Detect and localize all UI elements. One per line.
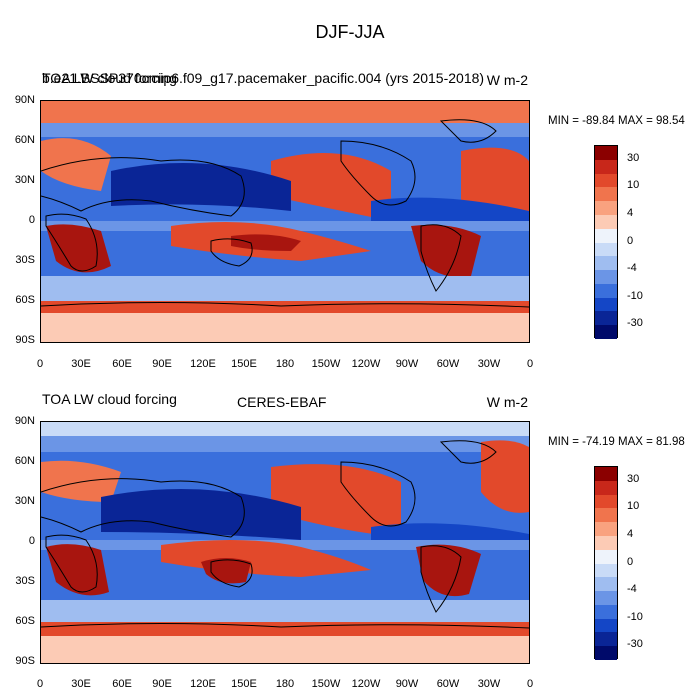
panel-top-left-title: TOA LW cloud forcing	[42, 70, 177, 86]
colorbar-segment	[595, 549, 617, 564]
panel-bottom-colorbar	[594, 466, 618, 661]
colorbar-label: -10	[627, 610, 643, 623]
lon-label-150e-b: 150E	[231, 678, 257, 690]
colorbar-segment	[595, 159, 617, 175]
colorbar-segment	[595, 632, 617, 647]
colorbar-segment	[595, 311, 617, 326]
lat-label-0: 0	[28, 214, 35, 226]
colorbar-segment	[595, 508, 617, 523]
colorbar-segment	[595, 591, 617, 606]
lat-label-30n: 30N	[14, 174, 35, 186]
colorbar-label: 0	[627, 234, 634, 247]
colorbar-label: -30	[627, 317, 643, 330]
lon-label-120w: 120W	[351, 358, 381, 370]
colorbar-segment	[595, 297, 617, 312]
colorbar-segment	[595, 187, 617, 202]
lon-label-120e: 120E	[190, 358, 216, 370]
lon-label-0-end: 0	[526, 358, 534, 370]
panel-bottom-center-title: CERES-EBAF	[237, 394, 327, 410]
lat-label-0-b: 0	[28, 535, 35, 547]
colorbar-segment	[595, 494, 617, 509]
panel-bottom-map	[40, 421, 530, 664]
lon-label-0: 0	[36, 358, 44, 370]
lat-label-60n: 60N	[14, 134, 35, 146]
page-title: DJF-JJA	[315, 22, 385, 42]
colorbar-segment	[595, 283, 617, 299]
colorbar-segment	[595, 214, 617, 230]
lat-label-90s-b: 90S	[15, 655, 35, 667]
lat-label-90n: 90N	[14, 94, 35, 106]
lat-label-90n-b: 90N	[14, 415, 35, 427]
panel-bottom-units: W m-2	[486, 394, 528, 410]
lat-label-60n-b: 60N	[14, 455, 35, 467]
panel-bottom-left-title: TOA LW cloud forcing	[42, 391, 177, 407]
colorbar-label: 30	[627, 472, 640, 485]
colorbar-label: -30	[627, 638, 643, 651]
colorbar-label: -10	[627, 289, 643, 302]
lat-label-30s-b: 30S	[15, 575, 35, 587]
colorbar-segment	[595, 242, 617, 257]
lon-label-90e-b: 90E	[152, 678, 172, 690]
colorbar-label: 4	[627, 527, 634, 540]
lat-label-60s: 60S	[15, 294, 35, 306]
panel-bottom-map-svg	[41, 422, 529, 663]
panel-top-colorbar	[594, 145, 618, 340]
lon-label-30e-b: 30E	[71, 678, 91, 690]
colorbar-segment	[595, 228, 617, 243]
colorbar-segment	[595, 270, 617, 285]
colorbar-segment	[595, 604, 617, 620]
lon-label-150w-b: 150W	[311, 678, 341, 690]
colorbar-segment	[595, 146, 617, 161]
colorbar-label: -4	[627, 583, 637, 596]
colorbar-label: 30	[627, 151, 640, 164]
lon-label-30e: 30E	[71, 358, 91, 370]
lon-label-120w-b: 120W	[351, 678, 381, 690]
lat-label-90s: 90S	[15, 334, 35, 346]
panel-top-case-title: b.e21.BSSP370cmip6.f09_g17.pacemaker_pac…	[42, 70, 485, 86]
colorbar-segment	[595, 201, 617, 216]
colorbar-segment	[595, 467, 617, 482]
colorbar-segment	[595, 173, 617, 188]
panel-top-units: W m-2	[486, 72, 528, 88]
lon-label-150e: 150E	[231, 358, 257, 370]
colorbar-label: 10	[627, 500, 640, 513]
colorbar-segment	[595, 646, 617, 661]
lon-label-60e-b: 60E	[112, 678, 132, 690]
colorbar-label: 4	[627, 206, 634, 219]
lon-label-120e-b: 120E	[190, 678, 216, 690]
lon-label-90w: 90W	[395, 358, 419, 370]
panel-top-map-svg	[41, 101, 529, 342]
lon-label-180: 180	[275, 358, 295, 370]
colorbar-segment	[595, 522, 617, 537]
colorbar-label: -4	[627, 262, 637, 275]
panel-bottom-minmax: MIN = -74.19 MAX = 81.98	[548, 436, 685, 448]
colorbar-segment	[595, 256, 617, 271]
lon-label-60e: 60E	[112, 358, 132, 370]
lat-label-30n-b: 30N	[14, 495, 35, 507]
colorbar-label: 10	[627, 179, 640, 192]
colorbar-segment	[595, 480, 617, 496]
lon-label-0-b: 0	[36, 678, 44, 690]
lon-label-180-b: 180	[275, 678, 295, 690]
lon-label-30w-b: 30W	[477, 678, 501, 690]
colorbar-label: 0	[627, 555, 634, 568]
colorbar-segment	[595, 563, 617, 578]
lon-label-90w-b: 90W	[395, 678, 419, 690]
lat-label-30s: 30S	[15, 254, 35, 266]
lon-label-60w: 60W	[436, 358, 460, 370]
lon-label-30w: 30W	[477, 358, 501, 370]
lat-label-60s-b: 60S	[15, 615, 35, 627]
lon-label-0-end-b: 0	[526, 678, 534, 690]
panel-top-map	[40, 100, 530, 343]
colorbar-segment	[595, 325, 617, 340]
colorbar-segment	[595, 535, 617, 551]
colorbar-segment	[595, 618, 617, 633]
lon-label-90e: 90E	[152, 358, 172, 370]
lon-label-150w: 150W	[311, 358, 341, 370]
colorbar-segment	[595, 577, 617, 592]
lon-label-60w-b: 60W	[436, 678, 460, 690]
panel-top-minmax: MIN = -89.84 MAX = 98.54	[548, 115, 685, 127]
